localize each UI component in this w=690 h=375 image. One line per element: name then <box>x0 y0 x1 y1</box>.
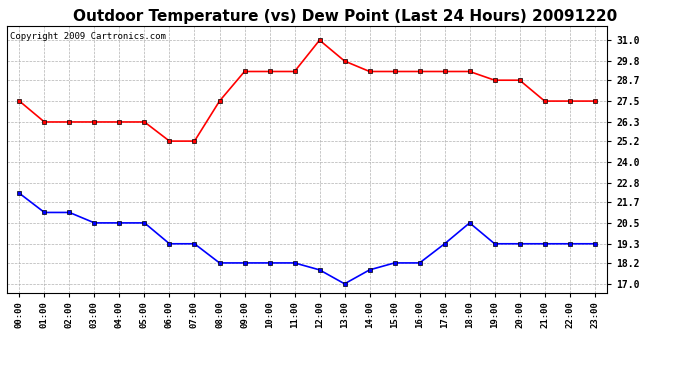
Text: Outdoor Temperature (vs) Dew Point (Last 24 Hours) 20091220: Outdoor Temperature (vs) Dew Point (Last… <box>73 9 617 24</box>
Text: Copyright 2009 Cartronics.com: Copyright 2009 Cartronics.com <box>10 32 166 40</box>
